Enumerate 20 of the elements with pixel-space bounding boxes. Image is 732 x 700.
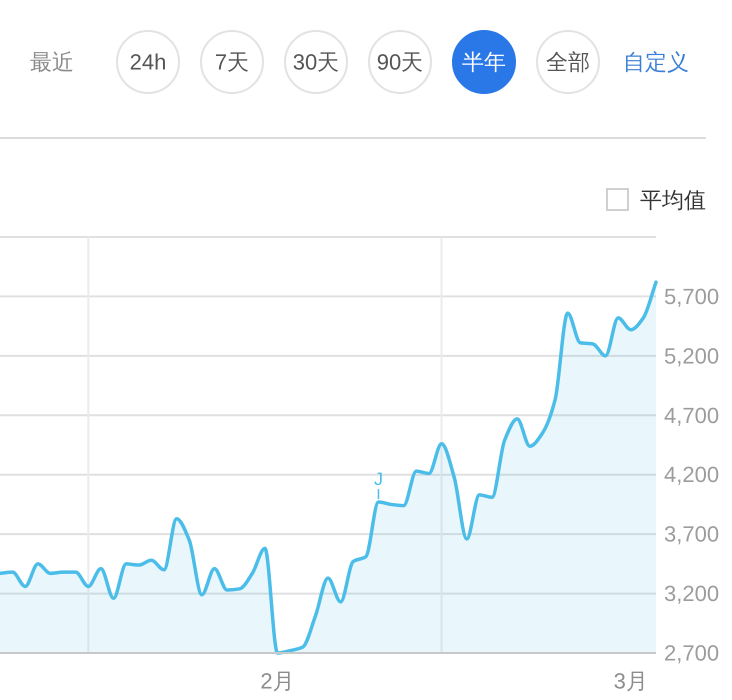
annotation: J bbox=[374, 469, 383, 500]
y-tick-label: 4,200 bbox=[664, 462, 720, 488]
annotation: J bbox=[374, 469, 383, 490]
y-tick-label: 3,200 bbox=[664, 581, 720, 606]
y-tick-label: 2,700 bbox=[664, 640, 720, 666]
range-label: 最近 bbox=[30, 50, 74, 74]
button: 90天 bbox=[368, 30, 432, 94]
button: 全部 bbox=[536, 30, 600, 94]
x-tick-label: 2月 bbox=[260, 668, 295, 694]
y-tick-label: 5,700 bbox=[664, 284, 720, 309]
x-tick-label: 3月 bbox=[614, 668, 648, 694]
checkbox: 平均值 bbox=[606, 188, 706, 212]
button: 30天 bbox=[284, 30, 348, 94]
y-tick-label: 4,700 bbox=[664, 402, 720, 428]
button: 半年 bbox=[452, 30, 516, 94]
button: 24h bbox=[116, 30, 180, 94]
link: 自定义 bbox=[623, 50, 689, 74]
y-tick-label: 3,700 bbox=[664, 522, 720, 547]
button: 7天 bbox=[200, 30, 264, 94]
y-tick-label: 5,200 bbox=[664, 343, 720, 368]
